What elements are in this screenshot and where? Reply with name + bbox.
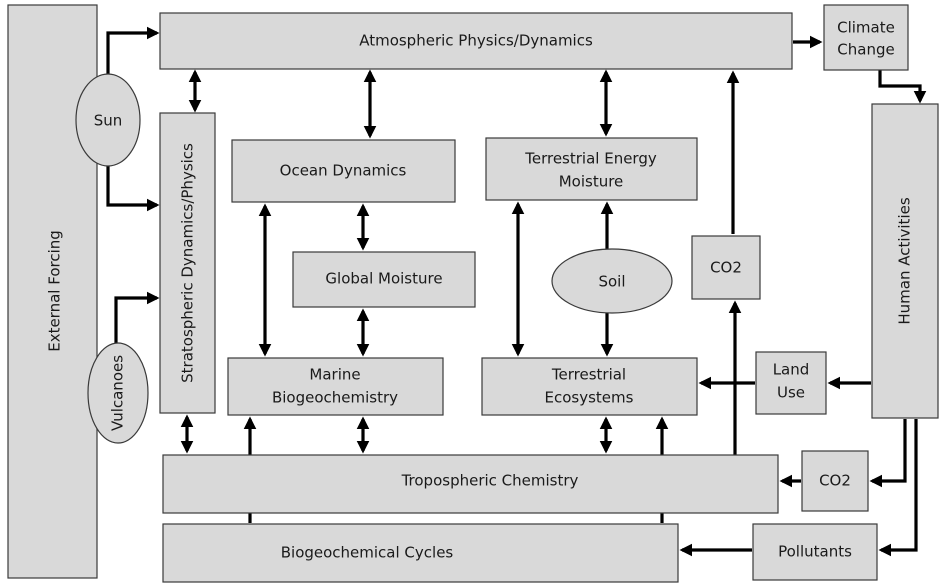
arrow — [869, 419, 907, 488]
node-label: CO2 — [819, 472, 851, 490]
node-label: Global Moisture — [325, 270, 442, 288]
ellipse — [75, 73, 141, 167]
node-label: Change — [837, 41, 894, 59]
node-label: Terrestrial — [551, 366, 626, 384]
ellipse — [551, 248, 673, 314]
box — [752, 523, 878, 581]
node-label: CO2 — [710, 259, 742, 277]
node-label: Climate — [837, 19, 895, 37]
node-label: Ocean Dynamics — [280, 162, 407, 180]
box — [292, 251, 476, 308]
arrow — [114, 291, 160, 345]
node-label: Land — [773, 361, 810, 379]
box — [162, 523, 679, 583]
box — [481, 357, 698, 416]
box — [485, 137, 698, 201]
node-label: Ecosystems — [545, 389, 634, 407]
node-label: Stratospheric Dynamics/Physics — [179, 143, 197, 383]
node-label: Tropospheric Chemistry — [401, 472, 579, 490]
node-label: Terrestrial Energy — [524, 150, 657, 168]
arrow — [106, 26, 160, 76]
node-label: Biogeochemical Cycles — [281, 544, 454, 562]
box — [159, 12, 793, 70]
node-label: Marine — [309, 366, 360, 384]
box — [823, 4, 909, 71]
arrow — [878, 70, 927, 104]
box — [159, 112, 216, 414]
box — [691, 235, 761, 300]
box — [801, 450, 869, 512]
node-label: Vulcanoes — [109, 355, 127, 431]
labels: External Forcing Atmospheric Physics/Dyn… — [46, 19, 914, 562]
box — [871, 103, 939, 419]
box — [227, 357, 444, 416]
node-label: Biogeochemistry — [272, 389, 398, 407]
arrow — [106, 164, 160, 212]
node-label: Soil — [598, 273, 625, 291]
arrow — [878, 419, 918, 557]
node-label: Human Activities — [896, 197, 914, 324]
box — [162, 454, 779, 514]
node-label: Atmospheric Physics/Dynamics — [359, 32, 593, 50]
box — [231, 139, 456, 203]
box — [755, 351, 827, 415]
boxes — [7, 4, 939, 583]
ellipse — [87, 342, 149, 444]
node-label: External Forcing — [46, 230, 64, 352]
node-label: Pollutants — [778, 543, 852, 561]
node-label: Sun — [94, 112, 123, 130]
arrows — [106, 26, 927, 557]
node-label: Use — [777, 384, 805, 402]
node-label: Moisture — [559, 173, 624, 191]
